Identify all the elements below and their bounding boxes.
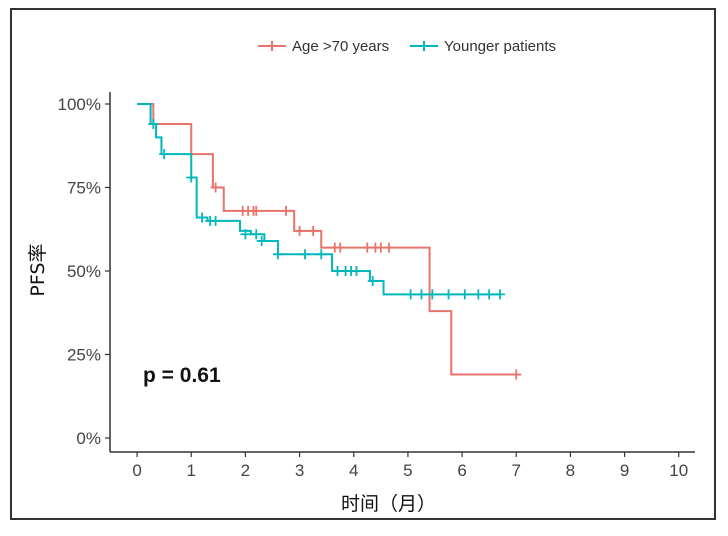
legend-label: Younger patients: [444, 38, 556, 55]
x-tick-label: 7: [512, 461, 521, 480]
x-tick-label: 9: [620, 461, 629, 480]
x-tick-label: 3: [295, 461, 304, 480]
plot-area: [137, 104, 521, 380]
censor-mark: [211, 216, 221, 226]
censor-mark: [444, 289, 454, 299]
y-tick-label: 100%: [58, 95, 101, 114]
censor-mark: [460, 289, 470, 299]
x-axis-title: 时间（月）: [341, 493, 436, 515]
censor-mark: [484, 289, 494, 299]
censor-mark: [273, 249, 283, 259]
censor-mark: [251, 229, 261, 239]
x-tick-label: 10: [669, 461, 688, 480]
y-tick-label: 25%: [67, 346, 101, 365]
x-tick-label: 6: [457, 461, 466, 480]
axes: 0 1 2 3 4 5 6 7 8 9 100%25%50%75%100%: [58, 92, 695, 480]
legend-label: Age >70 years: [292, 38, 389, 55]
y-tick-label: 0%: [76, 429, 101, 448]
x-tick-label: 5: [403, 461, 412, 480]
x-tick-label: 4: [349, 461, 358, 480]
censor-mark: [495, 289, 505, 299]
censor-mark: [295, 226, 305, 236]
censor-mark: [186, 172, 196, 182]
censor-mark: [416, 289, 426, 299]
legend: Age >70 years Younger patients: [258, 38, 556, 55]
y-axis-title: PFS率: [27, 243, 49, 296]
legend-swatch-cross: [419, 41, 429, 51]
survival-curve-age-over-70: [137, 104, 516, 375]
censor-mark: [308, 226, 318, 236]
censor-mark: [281, 206, 291, 216]
x-tick-label: 8: [566, 461, 575, 480]
censor-mark: [316, 249, 326, 259]
y-tick-label: 75%: [67, 179, 101, 198]
y-tick-label: 50%: [67, 262, 101, 281]
legend-swatch-cross: [267, 41, 277, 51]
censor-mark: [406, 289, 416, 299]
x-tick-label: 2: [241, 461, 250, 480]
censor-mark: [300, 249, 310, 259]
censor-mark: [335, 243, 345, 253]
censor-mark: [473, 289, 483, 299]
censor-mark: [511, 370, 521, 380]
censor-mark: [384, 243, 394, 253]
x-tick-label: 0: [132, 461, 141, 480]
censor-mark: [351, 266, 361, 276]
x-tick-label: 1: [187, 461, 196, 480]
p-value-annotation: p = 0.61: [143, 364, 221, 387]
